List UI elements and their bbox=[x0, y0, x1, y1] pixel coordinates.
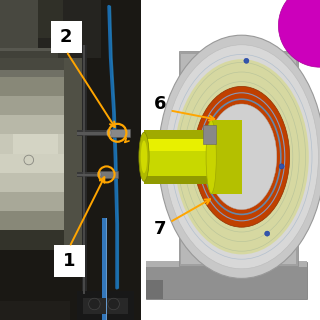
Bar bbox=[0, 230, 70, 250]
Bar bbox=[144, 151, 242, 176]
Text: 6: 6 bbox=[154, 95, 166, 113]
Bar bbox=[13, 134, 58, 154]
Ellipse shape bbox=[141, 140, 147, 173]
Circle shape bbox=[89, 298, 100, 310]
Circle shape bbox=[265, 231, 270, 236]
Bar bbox=[0, 154, 70, 173]
FancyBboxPatch shape bbox=[54, 245, 85, 277]
Bar bbox=[144, 130, 242, 139]
Bar bbox=[141, 0, 320, 320]
Bar bbox=[181, 54, 296, 264]
Bar bbox=[102, 218, 106, 320]
Bar bbox=[144, 136, 242, 151]
Bar bbox=[0, 301, 70, 320]
Bar bbox=[99, 171, 118, 178]
Bar bbox=[0, 115, 70, 134]
Bar bbox=[0, 77, 70, 96]
Bar bbox=[211, 120, 242, 194]
Text: 1: 1 bbox=[63, 252, 76, 270]
Bar bbox=[0, 0, 38, 64]
Ellipse shape bbox=[206, 120, 216, 194]
Bar bbox=[109, 129, 130, 137]
Bar bbox=[0, 96, 70, 115]
Bar bbox=[64, 58, 83, 250]
Bar bbox=[0, 51, 70, 70]
Bar bbox=[106, 218, 107, 320]
Bar bbox=[0, 230, 70, 250]
Bar bbox=[144, 176, 242, 184]
Bar bbox=[0, 134, 70, 154]
Bar bbox=[77, 132, 126, 135]
Bar bbox=[0, 0, 63, 38]
Ellipse shape bbox=[139, 132, 149, 181]
Bar bbox=[0, 173, 70, 192]
Ellipse shape bbox=[194, 86, 290, 227]
Bar bbox=[0, 48, 58, 58]
Bar bbox=[0, 0, 141, 320]
Text: 7: 7 bbox=[154, 220, 166, 238]
Bar bbox=[77, 130, 126, 136]
Bar bbox=[203, 125, 216, 144]
Ellipse shape bbox=[174, 59, 309, 254]
Bar bbox=[0, 192, 70, 211]
Circle shape bbox=[279, 164, 284, 169]
Circle shape bbox=[244, 58, 249, 63]
Bar bbox=[77, 291, 134, 320]
Ellipse shape bbox=[158, 35, 320, 278]
FancyBboxPatch shape bbox=[51, 21, 82, 53]
Bar bbox=[179, 51, 298, 266]
Bar bbox=[0, 0, 101, 58]
Text: 2: 2 bbox=[60, 28, 73, 46]
Ellipse shape bbox=[97, 171, 101, 178]
Bar bbox=[0, 211, 70, 230]
Bar bbox=[83, 45, 85, 294]
Bar bbox=[146, 261, 307, 267]
Bar bbox=[82, 45, 87, 294]
Polygon shape bbox=[146, 262, 307, 299]
Ellipse shape bbox=[107, 129, 111, 137]
Circle shape bbox=[278, 0, 320, 67]
Bar bbox=[146, 280, 163, 299]
Bar bbox=[83, 298, 128, 314]
Bar bbox=[77, 172, 118, 177]
Bar bbox=[77, 174, 118, 176]
Circle shape bbox=[108, 298, 119, 310]
Ellipse shape bbox=[206, 104, 277, 210]
Ellipse shape bbox=[165, 45, 318, 269]
Bar bbox=[0, 58, 70, 77]
